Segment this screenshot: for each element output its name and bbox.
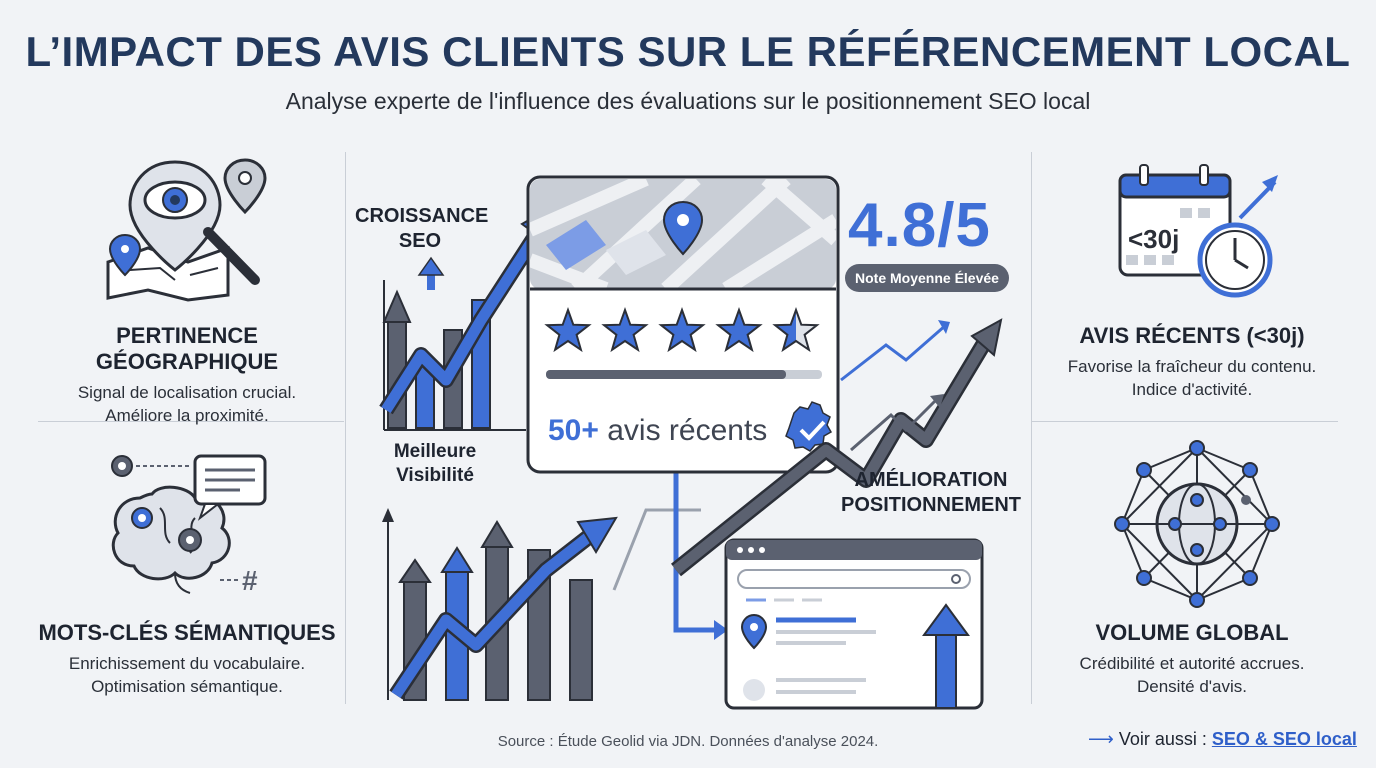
page-subtitle: Analyse experte de l'influence des évalu… [285,88,1091,114]
brain-gears-icon: # [111,454,267,596]
star-icon [544,307,592,353]
feature-recent-line2: Indice d'activité. [1131,380,1253,399]
map-card [526,175,840,474]
feature-volume: VOLUME GLOBAL Crédibilité et autorité ac… [1032,620,1352,698]
feature-keywords: MOTS-CLÉS SÉMANTIQUES Enrichissement du … [28,620,346,698]
right-divider [1031,152,1032,704]
growth-label-line1: CROISSANCE [355,205,489,227]
feature-geo-line1: Signal de localisation crucial. [77,383,297,402]
feature-keywords-line2: Optimisation sémantique. [91,677,283,696]
rating-stars [544,307,820,353]
star-icon [772,307,820,353]
feature-recent-line1: Favorise la fraîcheur du contenu. [1067,357,1317,376]
visibility-label-line1: Meilleure [393,441,477,462]
right-h-divider [1032,421,1338,422]
feature-geo: PERTINENCE GÉOGRAPHIQUE Signal de locali… [28,323,346,427]
position-label-line1: AMÉLIORATION [854,469,1008,491]
page-title: L’IMPACT DES AVIS CLIENTS SUR LE RÉFÉREN… [25,28,1351,75]
reviews-count-label: 50+ avis récents [548,414,767,448]
position-label-line2: POSITIONNEMENT [840,494,1021,516]
globe-network-icon [1114,440,1280,608]
reviews-count: 50+ [548,414,599,447]
average-rating: 4.8/5 [848,191,991,260]
calendar-clock-icon: <30j [1118,164,1278,298]
growth-bars-bottom [382,508,618,701]
reviews-text: avis récents [607,414,768,447]
left-divider [345,152,346,704]
feature-recent-title: AVIS RÉCENTS (<30j) [1079,323,1305,348]
star-icon [601,307,649,353]
source-note: Source : Étude Geolid via JDN. Données d… [497,733,879,750]
svg-text:#: # [242,565,258,596]
feature-volume-line1: Crédibilité et autorité accrues. [1079,654,1305,673]
feature-keywords-title: MOTS-CLÉS SÉMANTIQUES [38,620,336,645]
growth-label-line2: SEO [398,230,442,252]
position-label: AMÉLIORATION POSITIONNEMENT [836,468,1026,518]
feature-keywords-line1: Enrichissement du vocabulaire. [68,654,306,673]
map-magnifier-icon [106,158,267,302]
feature-geo-line2: Améliore la proximité. [105,406,269,425]
growth-bars-top [379,200,562,431]
arrow-right-icon: ⟶ [1088,729,1114,749]
rating-pill: Note Moyenne Élevée [845,264,1009,292]
feature-volume-line2: Densité d'avis. [1136,677,1248,696]
search-results-browser [724,538,984,710]
left-h-divider [38,421,344,422]
visibility-label-line2: Visibilité [396,465,474,486]
feature-volume-title: VOLUME GLOBAL [1095,620,1289,645]
see-also: ⟶ Voir aussi : SEO & SEO local [1088,729,1357,750]
see-also-link[interactable]: SEO & SEO local [1211,729,1357,749]
star-icon [715,307,763,353]
feature-recent: AVIS RÉCENTS (<30j) Favorise la fraîcheu… [1032,323,1352,401]
star-icon [658,307,706,353]
calendar-text: <30j [1128,224,1179,254]
growth-label: CROISSANCE SEO [355,204,489,254]
visibility-label: Meilleure Visibilité [370,440,500,488]
feature-geo-title: PERTINENCE GÉOGRAPHIQUE [95,323,279,374]
see-also-prefix: Voir aussi : [1118,729,1212,749]
center-illustration [379,175,1003,710]
